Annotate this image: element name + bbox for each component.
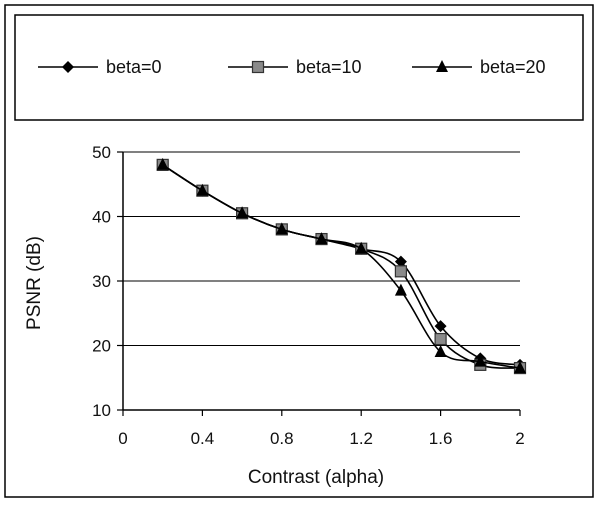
legend-label: beta=10 xyxy=(296,57,362,77)
y-tick-label: 30 xyxy=(92,272,111,291)
data-point xyxy=(434,320,447,333)
data-point xyxy=(275,222,288,235)
series-layer xyxy=(156,157,527,375)
data-point xyxy=(434,344,447,357)
legend-box xyxy=(14,14,584,121)
y-axis-label: PSNR (dB) xyxy=(24,236,45,330)
data-point xyxy=(394,283,407,296)
x-tick-label: 0.8 xyxy=(270,429,294,448)
data-point xyxy=(315,232,328,245)
data-point xyxy=(514,361,526,374)
data-point xyxy=(394,255,407,268)
legend-label: beta=0 xyxy=(106,57,162,77)
x-tick-label: 1.2 xyxy=(349,429,373,448)
grid xyxy=(123,151,520,346)
data-point xyxy=(474,354,487,367)
x-tick-label: 2 xyxy=(515,429,524,448)
x-tick-label: 0 xyxy=(118,429,127,448)
legend-item: beta=20 xyxy=(412,57,546,77)
legend-marker xyxy=(436,60,448,72)
data-point xyxy=(156,157,169,170)
x-tick-label: 1.6 xyxy=(429,429,453,448)
legend-item: beta=0 xyxy=(38,57,162,77)
legend: beta=0 beta=10 beta=20 xyxy=(38,57,546,77)
legend-label: beta=20 xyxy=(480,57,546,77)
legend-marker xyxy=(62,61,74,73)
data-point xyxy=(394,265,407,278)
x-tick-label: 0.4 xyxy=(191,429,215,448)
x-axis-label: Contrast (alpha) xyxy=(248,467,384,488)
axes: 10 20 30 40 50 0 0.4 0.8 1.2 1.6 2 xyxy=(92,143,525,448)
y-tick-label: 50 xyxy=(92,143,111,162)
data-point xyxy=(196,183,209,196)
legend-item: beta=10 xyxy=(228,57,362,77)
data-point xyxy=(355,241,368,254)
series-line xyxy=(162,164,521,369)
y-tick-label: 10 xyxy=(92,401,111,420)
y-tick-label: 20 xyxy=(92,337,111,356)
data-point xyxy=(434,332,447,346)
legend-marker xyxy=(251,60,265,74)
data-point xyxy=(236,206,249,219)
y-tick-label: 40 xyxy=(92,208,111,227)
series-beta=20 xyxy=(156,157,526,374)
